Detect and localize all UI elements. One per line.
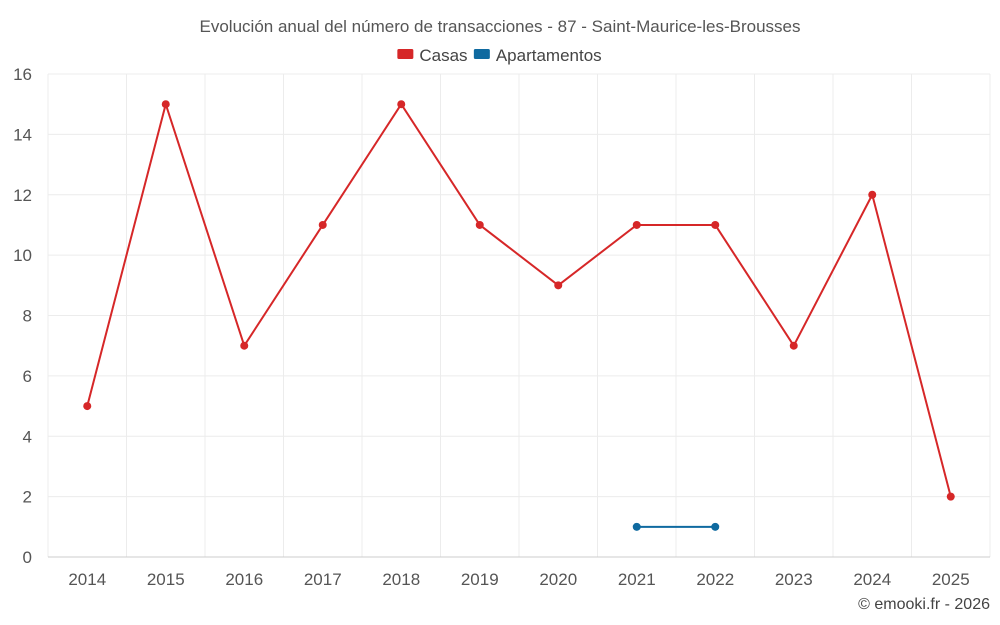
y-tick-label: 10 bbox=[13, 246, 32, 265]
data-point bbox=[711, 220, 720, 229]
series-layer bbox=[83, 100, 955, 531]
y-tick-label: 0 bbox=[23, 548, 32, 567]
x-tick-label: 2022 bbox=[696, 570, 734, 589]
data-point bbox=[475, 220, 484, 229]
data-point bbox=[554, 281, 563, 290]
legend-swatch-casas bbox=[397, 49, 414, 59]
data-point bbox=[397, 100, 406, 109]
x-tick-label: 2020 bbox=[539, 570, 577, 589]
data-point bbox=[318, 220, 327, 229]
data-point bbox=[868, 190, 877, 199]
y-tick-label: 14 bbox=[13, 125, 32, 144]
axes: 0 2 4 6 8 10 12 14 16 2014 2015 2016 2017 2018 2019 202… bbox=[13, 65, 990, 589]
y-tick-label: 2 bbox=[23, 488, 32, 507]
y-tick-label: 8 bbox=[23, 307, 32, 326]
y-tick-label: 6 bbox=[23, 367, 32, 386]
x-tick-label: 2016 bbox=[225, 570, 263, 589]
data-point bbox=[83, 402, 92, 411]
x-tick-label: 2021 bbox=[618, 570, 656, 589]
data-point bbox=[632, 522, 641, 531]
x-tick-label: 2014 bbox=[68, 570, 106, 589]
data-point bbox=[946, 492, 955, 501]
legend-label-apartamentos: Apartamentos bbox=[496, 46, 602, 65]
series-casas bbox=[83, 100, 955, 501]
data-point bbox=[632, 220, 641, 229]
data-point bbox=[161, 100, 170, 109]
grid bbox=[47, 73, 991, 558]
x-tick-label: 2019 bbox=[461, 570, 499, 589]
x-tick-label: 2015 bbox=[147, 570, 185, 589]
copyright-credit: © emooki.fr - 2026 bbox=[858, 596, 990, 613]
chart-title: Evolución anual del número de transaccio… bbox=[200, 17, 801, 36]
y-tick-label: 4 bbox=[23, 427, 32, 446]
data-point bbox=[789, 341, 798, 350]
data-point bbox=[711, 522, 720, 531]
x-tick-label: 2025 bbox=[932, 570, 970, 589]
legend-swatch-apartamentos bbox=[473, 49, 490, 59]
legend-label-casas: Casas bbox=[419, 46, 467, 65]
x-tick-label: 2017 bbox=[304, 570, 342, 589]
y-tick-label: 12 bbox=[13, 186, 32, 205]
legend: Casas Apartamentos bbox=[397, 46, 602, 65]
data-point bbox=[240, 341, 249, 350]
x-tick-label: 2024 bbox=[853, 570, 891, 589]
x-tick-label: 2023 bbox=[775, 570, 813, 589]
series-line bbox=[86, 103, 952, 497]
x-tick-label: 2018 bbox=[382, 570, 420, 589]
y-tick-label: 16 bbox=[13, 65, 32, 84]
series-apartamentos bbox=[632, 522, 720, 531]
